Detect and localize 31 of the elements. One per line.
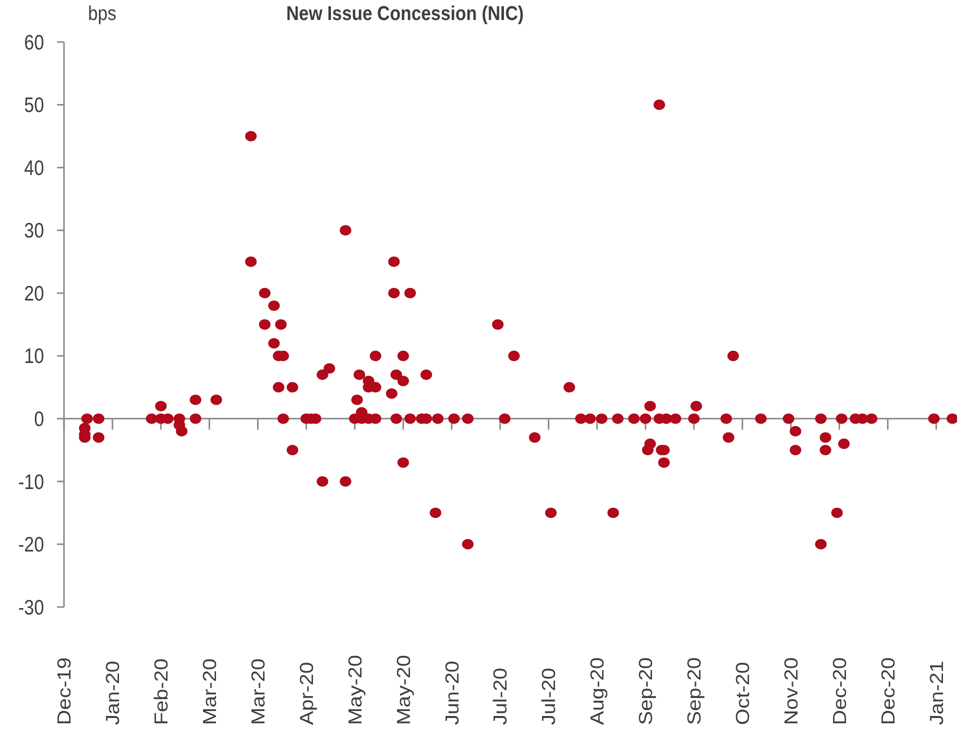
x-tick-label: Mar-20: [200, 658, 221, 725]
x-tick-label: Dec-20: [878, 657, 900, 725]
x-tick-label: Dec-20: [830, 657, 851, 725]
x-tick-label: Aug-20: [588, 657, 608, 725]
x-tick-label: Jun-20: [442, 660, 464, 725]
y-tick-label: 30: [24, 219, 44, 244]
y-tick-label: -10: [18, 470, 44, 494]
x-tick-label: Apr-20: [296, 662, 318, 725]
x-tick-label: Nov-20: [781, 657, 802, 725]
x-tick-label: Feb-20: [151, 658, 172, 725]
y-tick-label: 50: [24, 94, 44, 118]
x-tick-label: Mar-20: [248, 658, 270, 725]
y-axis-title: bps: [88, 2, 116, 24]
x-tick-label: Oct-20: [732, 662, 754, 725]
x-tick-label: May-20: [345, 655, 366, 725]
chart-title: New Issue Concession (NIC): [286, 2, 524, 24]
y-tick-label: 10: [24, 344, 44, 369]
y-tick-label: 0: [34, 408, 44, 432]
y-tick-label: 20: [24, 282, 44, 306]
y-tick-label: 40: [24, 156, 44, 180]
x-tick-label: Sep-20: [684, 657, 706, 725]
x-tick-label: Jan-21: [926, 660, 948, 725]
x-tick-label: Jan-20: [102, 660, 124, 725]
y-tick-label: -30: [18, 596, 44, 620]
x-tick-label: Jul-20: [490, 668, 512, 725]
x-tick-label: May-20: [394, 655, 415, 725]
x-tick-label: Sep-20: [636, 657, 657, 725]
x-tick-label: Dec-19: [54, 657, 76, 725]
x-tick-label: Jul-20: [539, 668, 560, 725]
y-tick-label: -20: [18, 533, 44, 557]
y-tick-label: 60: [24, 31, 44, 55]
